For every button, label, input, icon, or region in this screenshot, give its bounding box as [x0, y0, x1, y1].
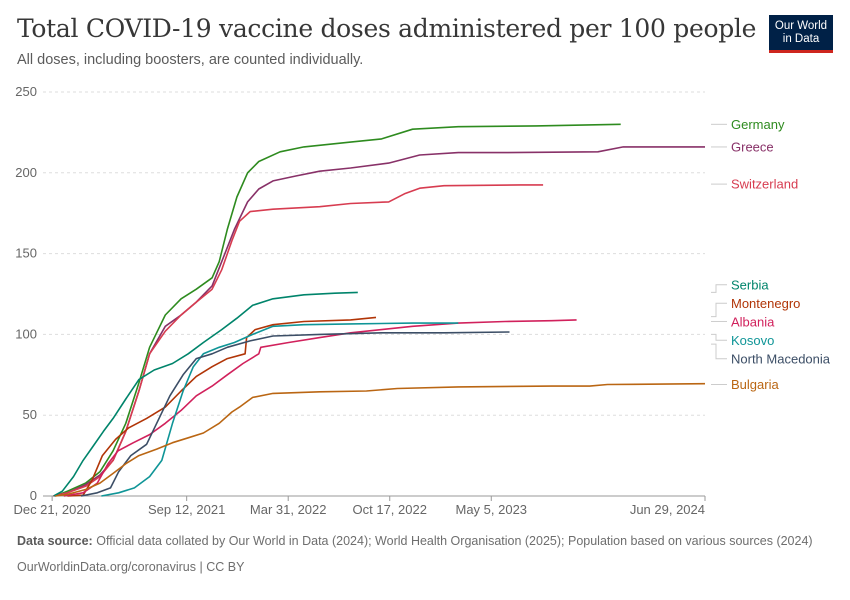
series-line: [67, 316, 377, 497]
source-text: Official data collated by Our World in D…: [96, 534, 813, 548]
label-connector: [711, 333, 727, 341]
series-label: Montenegro: [731, 296, 800, 311]
x-tick-label: Oct 17, 2022: [353, 502, 427, 517]
series-label: Albania: [731, 314, 775, 329]
x-tick-label: Jun 29, 2024: [630, 502, 705, 517]
x-tick-label: May 5, 2023: [455, 502, 527, 517]
footer: Data source: Official data collated by O…: [17, 533, 817, 575]
series-line: [55, 382, 706, 497]
label-connector: [711, 343, 727, 360]
series-label: Bulgaria: [731, 377, 779, 392]
label-connector: [711, 284, 727, 293]
label-connector: [711, 302, 727, 318]
license-link[interactable]: OurWorldinData.org/coronavirus | CC BY: [17, 560, 245, 574]
line-chart: 0 50 100 150 200 250 Dec 21, 2020 Sep 12, 2021 M…: [13, 84, 831, 517]
series-line: [53, 184, 544, 497]
y-tick-label: 0: [30, 488, 37, 503]
y-tick-label: 250: [15, 84, 37, 99]
y-tick-label: 100: [15, 326, 37, 341]
series-line: [80, 331, 510, 497]
series-line: [101, 322, 459, 497]
y-tick-label: 200: [15, 165, 37, 180]
series-label: Kosovo: [731, 333, 774, 348]
series-line: [63, 319, 577, 497]
series-line: [53, 291, 358, 497]
logo-line-1: Our World: [774, 20, 828, 32]
series-label: Serbia: [731, 277, 769, 292]
series-label: Switzerland: [731, 177, 798, 192]
y-tick-label: 50: [23, 407, 37, 422]
series-label: North Macedonia: [731, 351, 831, 366]
series-label: Greece: [731, 139, 774, 154]
logo-line-2: in Data: [782, 33, 820, 45]
source-note: Data source: Official data collated by O…: [17, 533, 817, 549]
source-label: Data source:: [17, 534, 93, 548]
owid-logo[interactable]: Our World in Data: [769, 15, 833, 53]
series-line: [54, 123, 621, 497]
x-tick-label: Dec 21, 2020: [13, 502, 90, 517]
x-tick-label: Sep 12, 2021: [148, 502, 225, 517]
chart-title: Total COVID-19 vaccine doses administere…: [17, 14, 757, 43]
chart-subtitle: All doses, including boosters, are count…: [17, 52, 364, 68]
series-line: [54, 146, 705, 497]
y-tick-label: 150: [15, 246, 37, 261]
x-tick-label: Mar 31, 2022: [250, 502, 327, 517]
series-label: Germany: [731, 117, 785, 132]
